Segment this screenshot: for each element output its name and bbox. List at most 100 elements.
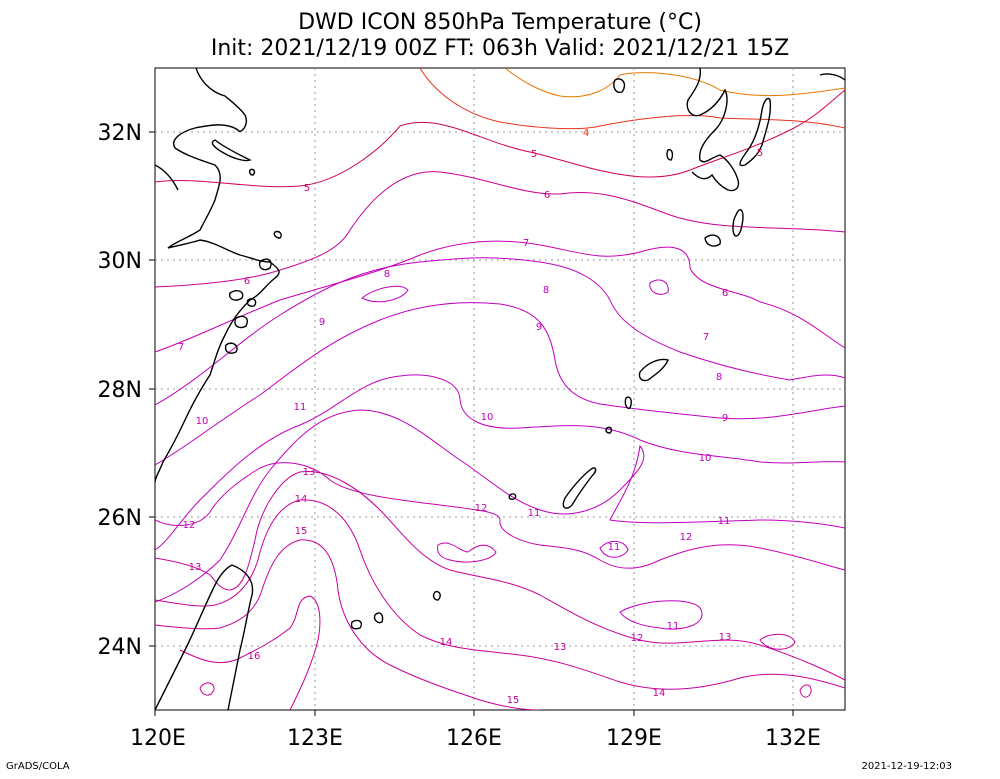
yakushima-island — [704, 234, 721, 247]
contour-label: 9 — [536, 322, 542, 333]
isotherm-15 — [155, 539, 541, 710]
contour-label: 4 — [583, 128, 589, 139]
grid-lines — [155, 68, 845, 710]
taiwan-coastline — [155, 564, 254, 710]
shikoku-coastline — [739, 97, 772, 167]
footer-timestamp: 2021-12-19-12:03 — [861, 761, 952, 772]
zhoushan-islands — [224, 168, 282, 354]
isotherm-16 — [179, 595, 321, 710]
contour-label: 15 — [295, 526, 308, 537]
isotherm-13 — [155, 471, 845, 681]
contour-label: 9 — [319, 317, 325, 328]
chart-title: DWD ICON 850hPa Temperature (°C) — [298, 10, 702, 35]
china-coast-2 — [155, 164, 179, 191]
x-tick-label: 132E — [765, 726, 821, 751]
contour-label: 7 — [178, 342, 184, 353]
contour-label: 6 — [722, 288, 728, 299]
y-tick-label: 30N — [98, 249, 142, 274]
small-island-3 — [508, 493, 517, 500]
contour-label: 13 — [189, 562, 202, 573]
contour-label: 12 — [183, 520, 196, 531]
coastlines — [155, 68, 845, 710]
contour-label: 12 — [475, 503, 488, 514]
contour-label: 13 — [554, 642, 567, 653]
x-tick-label: 120E — [130, 726, 186, 751]
isotherm-5 — [155, 89, 845, 188]
contour-label: 14 — [295, 494, 308, 505]
isotherm-8-closed — [361, 285, 409, 303]
iriomote-island — [373, 612, 384, 624]
y-tick-label: 26N — [98, 506, 142, 531]
contour-label: 5 — [304, 183, 310, 194]
honshu-coastline — [819, 73, 845, 81]
contour-label: 8 — [543, 285, 549, 296]
contour-label: 13 — [303, 467, 316, 478]
contour-label: 14 — [440, 637, 453, 648]
x-axis-labels: 120E 123E 126E 129E 132E — [130, 726, 821, 751]
contour-label: 10 — [481, 412, 494, 423]
contour-label: 11 — [294, 402, 307, 413]
contour-label: 12 — [631, 633, 644, 644]
contour-label: 6 — [244, 276, 250, 287]
isotherm-8 — [155, 257, 845, 406]
x-tick-label: 123E — [287, 726, 343, 751]
x-tick-label: 129E — [606, 726, 662, 751]
contour-label: 12 — [680, 532, 693, 543]
isotherm-15-small-1 — [199, 682, 215, 696]
y-tick-label: 28N — [98, 378, 142, 403]
china-inner-island — [211, 139, 252, 162]
isotherm-12 — [155, 462, 845, 571]
contour-label: 11 — [608, 542, 621, 553]
contour-label: 7 — [523, 238, 529, 249]
contour-label: 8 — [716, 372, 722, 383]
amami-island — [638, 358, 669, 382]
contour-label: 11 — [528, 508, 541, 519]
contour-labels: 4 5 5 5 6 6 6 7 7 7 8 8 8 9 9 9 10 10 10… — [178, 128, 763, 706]
isotherm-13-closed — [759, 633, 796, 650]
x-tick-label: 126E — [446, 726, 502, 751]
contour-label: 5 — [531, 149, 537, 160]
contour-label: 10 — [196, 416, 209, 427]
contour-label: 16 — [248, 651, 261, 662]
isotherm-11-closed — [599, 541, 629, 558]
isotherm-15-small-2 — [799, 684, 812, 698]
isotherm-8-closed-2 — [649, 279, 669, 295]
chart-subtitle: Init: 2021/12/19 00Z FT: 063h Valid: 202… — [210, 36, 790, 61]
footer-credit: GrADS/COLA — [6, 761, 70, 772]
isotherm-7 — [155, 240, 845, 353]
contour-label: 5 — [757, 148, 763, 159]
isotherm-12-closed — [437, 542, 497, 563]
goto-island — [613, 78, 626, 93]
contour-label: 15 — [507, 695, 520, 706]
isotherm-11-south — [619, 600, 703, 630]
y-tick-label: 32N — [98, 121, 142, 146]
contour-label: 8 — [384, 269, 390, 280]
contour-label: 11 — [667, 621, 680, 632]
contour-label: 14 — [653, 688, 666, 699]
contour-label: 9 — [722, 413, 728, 424]
isotherm-14 — [155, 499, 845, 690]
isotherm-11 — [155, 409, 845, 603]
contour-label: 10 — [699, 453, 712, 464]
contour-label: 7 — [703, 332, 709, 343]
contour-label: 13 — [719, 632, 732, 643]
koshiki-island — [666, 148, 674, 161]
isotherm-6 — [155, 171, 845, 288]
isotherm-10 — [155, 374, 845, 551]
contour-label: 6 — [544, 190, 550, 201]
isotherm-9 — [155, 302, 845, 466]
isotherm-3 — [504, 68, 845, 98]
china-coastline — [155, 68, 280, 483]
miyako-island — [432, 590, 441, 601]
small-island-1 — [624, 396, 632, 410]
tick-marks — [149, 131, 794, 716]
contour-label: 11 — [718, 516, 731, 527]
y-axis-labels: 32N 30N 28N 26N 24N — [98, 121, 142, 660]
kyushu-coastline — [686, 68, 740, 192]
ishigaki-island — [350, 619, 362, 630]
isotherm-contours — [155, 68, 845, 710]
small-island-2 — [605, 426, 613, 434]
isotherm-4 — [419, 68, 845, 130]
tanegashima-island — [732, 209, 744, 237]
